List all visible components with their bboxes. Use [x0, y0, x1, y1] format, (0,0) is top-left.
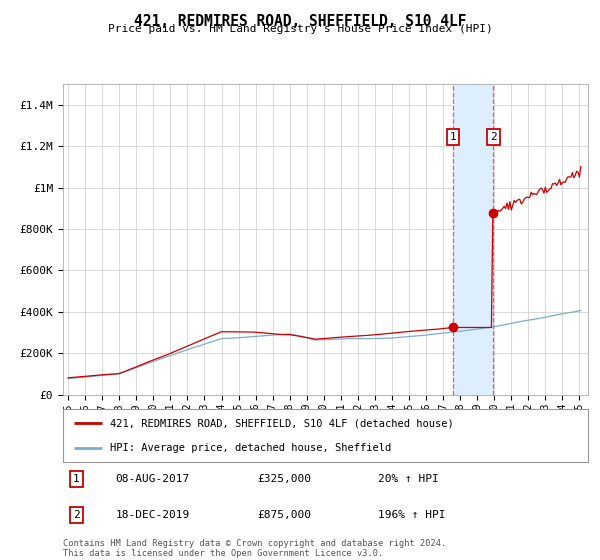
Bar	[453, 84, 493, 395]
Text: Contains HM Land Registry data © Crown copyright and database right 2024.: Contains HM Land Registry data © Crown c…	[63, 539, 446, 548]
Text: HPI: Average price, detached house, Sheffield: HPI: Average price, detached house, Shef…	[110, 442, 392, 452]
Text: £875,000: £875,000	[257, 510, 311, 520]
Text: 1: 1	[73, 474, 79, 484]
Text: 196% ↑ HPI: 196% ↑ HPI	[378, 510, 445, 520]
Text: This data is licensed under the Open Government Licence v3.0.: This data is licensed under the Open Gov…	[63, 549, 383, 558]
Text: 421, REDMIRES ROAD, SHEFFIELD, S10 4LF: 421, REDMIRES ROAD, SHEFFIELD, S10 4LF	[134, 14, 466, 29]
Text: £325,000: £325,000	[257, 474, 311, 484]
Text: 2: 2	[73, 510, 79, 520]
Text: Price paid vs. HM Land Registry's House Price Index (HPI): Price paid vs. HM Land Registry's House …	[107, 24, 493, 34]
Text: 18-DEC-2019: 18-DEC-2019	[115, 510, 190, 520]
Text: 08-AUG-2017: 08-AUG-2017	[115, 474, 190, 484]
Text: 20% ↑ HPI: 20% ↑ HPI	[378, 474, 439, 484]
Text: 2: 2	[490, 132, 497, 142]
Text: 421, REDMIRES ROAD, SHEFFIELD, S10 4LF (detached house): 421, REDMIRES ROAD, SHEFFIELD, S10 4LF (…	[110, 418, 454, 428]
Text: 1: 1	[449, 132, 457, 142]
